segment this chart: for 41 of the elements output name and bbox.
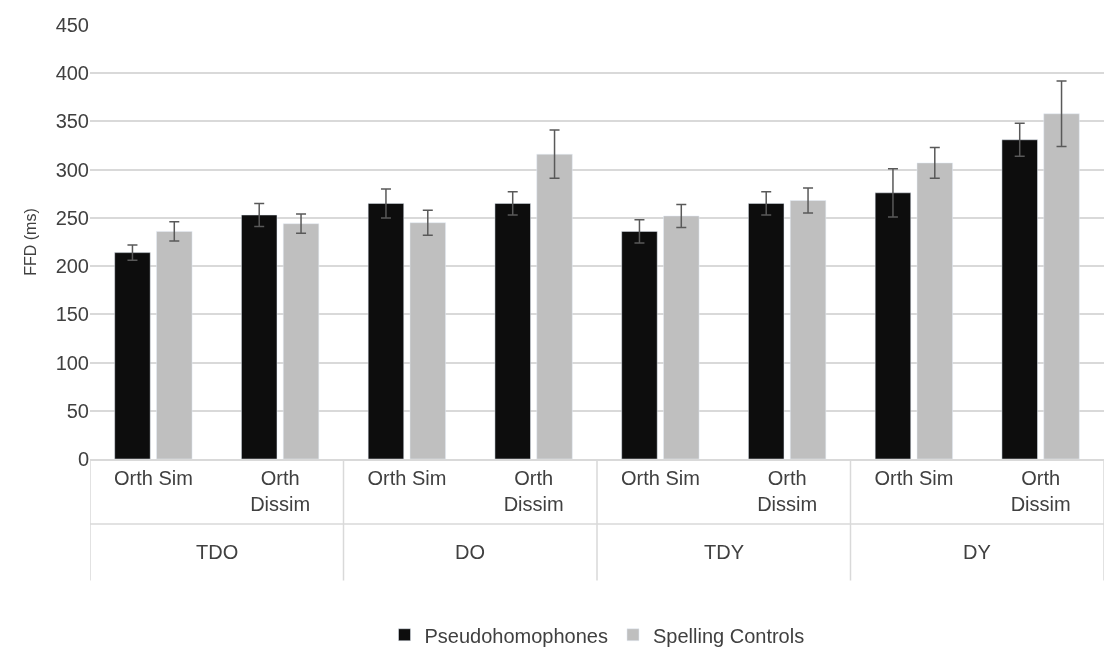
y-tick-label: 0 bbox=[77, 448, 89, 470]
bar bbox=[241, 214, 278, 459]
bar bbox=[156, 231, 193, 459]
bar bbox=[283, 223, 320, 459]
y-tick-label: 400 bbox=[55, 62, 89, 85]
bar bbox=[494, 203, 531, 459]
x-tick-label: Orth Dissim bbox=[1010, 466, 1071, 515]
bar bbox=[1001, 139, 1038, 459]
bar bbox=[1043, 113, 1080, 459]
y-tick-label: 250 bbox=[55, 206, 89, 229]
y-tick-label: 350 bbox=[55, 110, 89, 133]
y-tick-label: 300 bbox=[55, 158, 89, 181]
bar bbox=[367, 203, 404, 459]
bar bbox=[621, 231, 658, 459]
y-tick-label: 450 bbox=[55, 14, 89, 36]
x-tick-label: Orth Dissim bbox=[503, 466, 564, 515]
y-tick-label: 50 bbox=[66, 399, 89, 422]
bar bbox=[536, 153, 573, 459]
legend-label: Pseudohomophones bbox=[424, 624, 608, 647]
bar bbox=[874, 192, 911, 459]
bar bbox=[916, 162, 953, 459]
bar bbox=[790, 200, 827, 459]
y-tick-label: 200 bbox=[55, 255, 89, 278]
legend-label: Spelling Controls bbox=[652, 624, 805, 647]
bar bbox=[663, 215, 700, 459]
text: TDO bbox=[196, 541, 239, 563]
x-tick-label: Orth Sim bbox=[367, 466, 447, 489]
bar bbox=[114, 252, 151, 459]
x-tick-label: Orth Dissim bbox=[250, 466, 311, 515]
text: DY bbox=[963, 541, 991, 563]
x-tick-label: Orth Sim bbox=[874, 466, 954, 489]
x-tick-label: Orth Sim bbox=[620, 466, 700, 489]
x-tick-label: Orth Dissim bbox=[757, 466, 818, 515]
y-tick-label: 100 bbox=[55, 351, 89, 374]
bar bbox=[409, 222, 446, 459]
y-tick-label: 150 bbox=[55, 303, 89, 326]
y-axis-title: FFD (ms) bbox=[21, 208, 39, 276]
text: DO bbox=[455, 541, 485, 563]
text: TDY bbox=[704, 541, 744, 563]
bar bbox=[748, 203, 785, 459]
x-tick-label: Orth Sim bbox=[113, 466, 193, 489]
